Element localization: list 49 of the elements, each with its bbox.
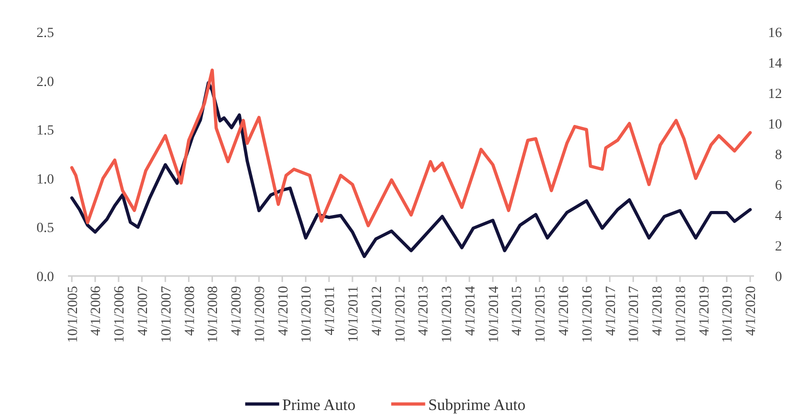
y2-tick-label: 0 xyxy=(775,270,782,285)
x-tick-label: 4/1/2007 xyxy=(136,286,151,336)
x-tick-label: 10/1/2009 xyxy=(252,286,268,343)
x-tick-label: 10/1/2006 xyxy=(112,286,128,343)
y2-tick-label: 10 xyxy=(768,118,782,132)
x-tick-label: 10/1/2005 xyxy=(66,286,81,343)
y-tick-label: 2.5 xyxy=(36,26,54,41)
line-series xyxy=(70,81,752,258)
x-tick-label: 10/1/2007 xyxy=(159,286,174,343)
x-tick-label: 4/1/2019 xyxy=(697,286,712,336)
x-tick-label: 4/1/2008 xyxy=(182,286,198,336)
y2-tick-label: 6 xyxy=(775,178,782,194)
x-tick-label: 10/1/2014 xyxy=(486,286,502,343)
x-tick-label: 10/1/2015 xyxy=(534,286,549,343)
x-tick-label: 4/1/2020 xyxy=(744,286,760,336)
x-tick-label: 10/1/2018 xyxy=(674,286,689,343)
legend-label: Subprime Auto xyxy=(428,397,526,414)
x-tick-label: 4/1/2010 xyxy=(276,286,292,336)
y-tick-label: 1.5 xyxy=(36,124,54,139)
x-tick-label: 4/1/2009 xyxy=(230,286,245,336)
x-tick-label: 10/1/2012 xyxy=(393,286,408,343)
y-tick-label: 2.0 xyxy=(36,74,54,90)
x-tick-label: 10/1/2013 xyxy=(440,286,456,343)
y2-tick-label: 2 xyxy=(775,240,782,254)
x-tick-label: 10/1/2008 xyxy=(206,286,222,343)
y2-tick-label: 14 xyxy=(768,56,782,72)
x-tick-label: 10/1/2010 xyxy=(300,286,315,343)
x-tick-label: 4/1/2011 xyxy=(323,286,338,336)
y2-tick-label: 8 xyxy=(775,148,782,163)
y2-tick-label: 16 xyxy=(768,26,782,41)
y2-tick-label: 4 xyxy=(775,209,782,224)
y-tick-label: 1.0 xyxy=(36,172,54,188)
x-tick-label: 4/1/2016 xyxy=(557,286,572,336)
x-tick-label: 4/1/2012 xyxy=(370,286,385,336)
x-tick-label: 10/1/2011 xyxy=(346,286,362,342)
x-tick-label: 4/1/2013 xyxy=(416,286,432,336)
x-tick-label: 10/1/2019 xyxy=(720,286,736,343)
x-tick-label: 4/1/2006 xyxy=(89,286,104,336)
legend-label: Prime Auto xyxy=(282,397,356,414)
y-tick-label: 0.5 xyxy=(36,221,54,236)
x-tick-label: 4/1/2014 xyxy=(463,286,478,336)
x-tick-label: 4/1/2017 xyxy=(604,286,619,336)
y-tick-label: 0.0 xyxy=(36,270,54,285)
x-tick-label: 10/1/2016 xyxy=(580,286,596,343)
y2-tick-label: 12 xyxy=(768,87,782,102)
x-tick-label: 4/1/2018 xyxy=(650,286,666,336)
x-tick-label: 10/1/2017 xyxy=(627,286,642,343)
x-tick-label: 4/1/2015 xyxy=(510,286,526,336)
line-series xyxy=(70,68,752,228)
